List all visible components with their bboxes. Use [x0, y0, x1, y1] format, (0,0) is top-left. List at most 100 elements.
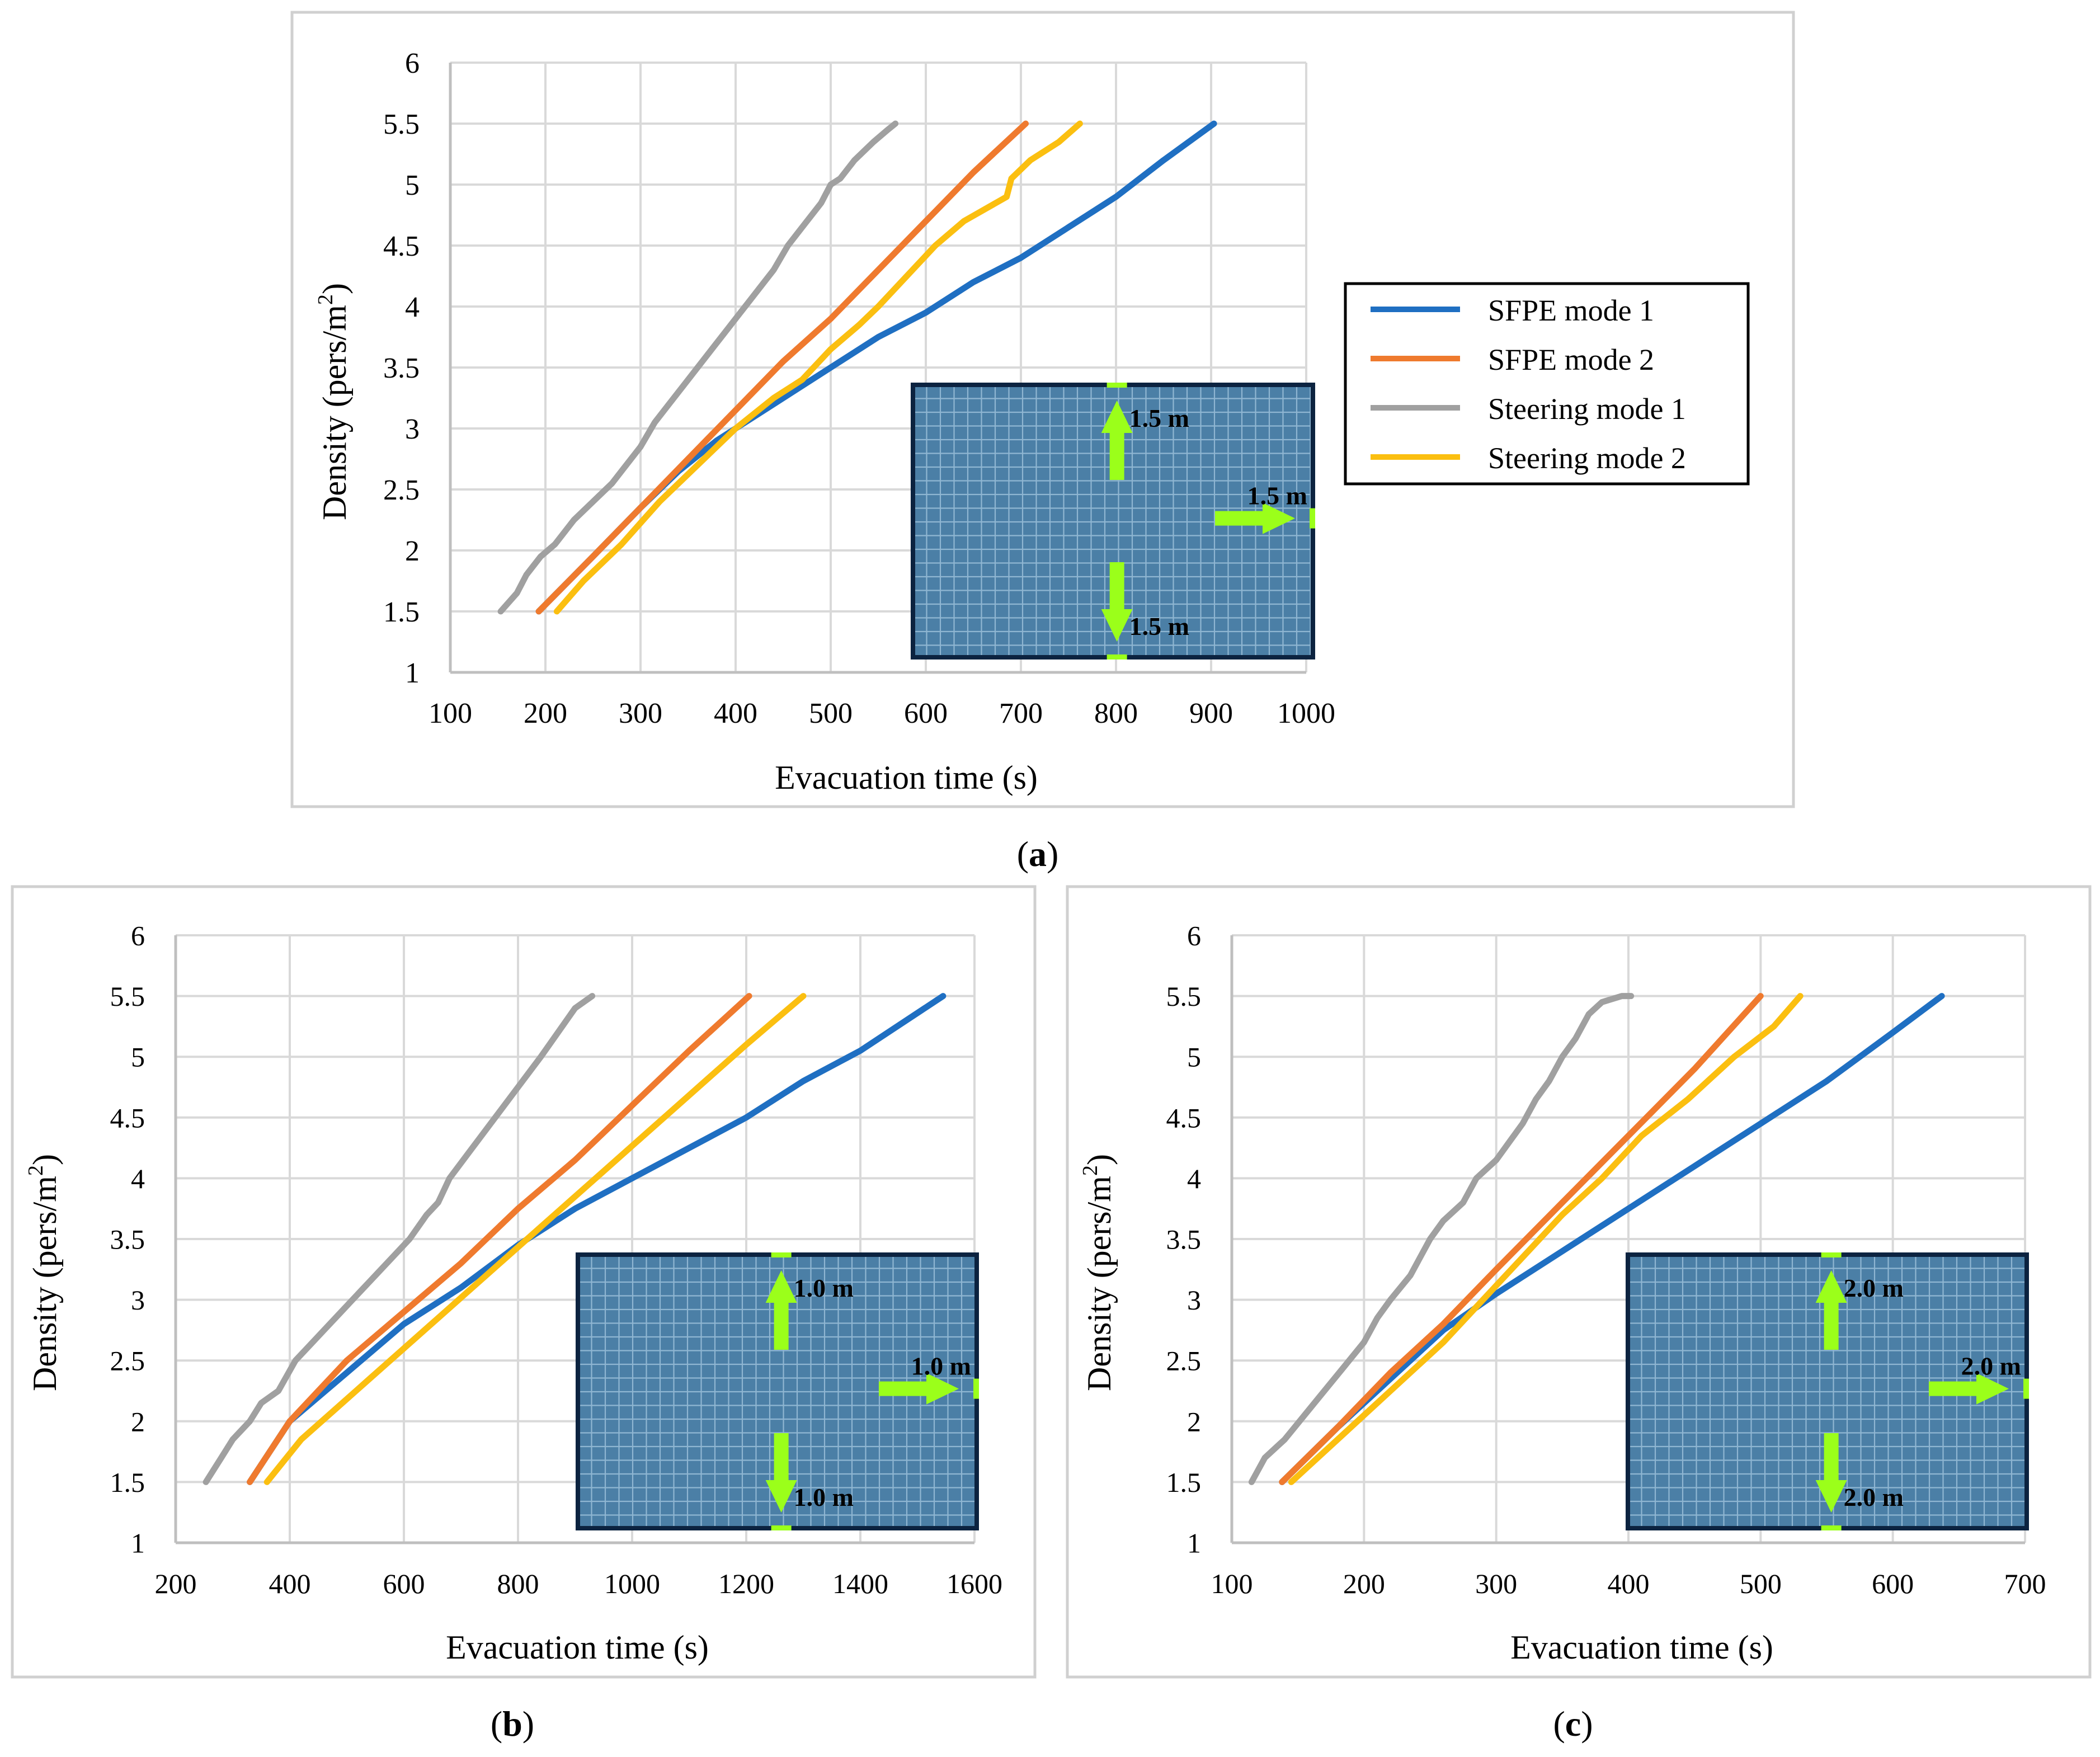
panel-c-y-tick-label: 4.5 — [1166, 1102, 1202, 1133]
panel-b-inset-label-right: 1.0 m — [911, 1352, 971, 1381]
panel-a-inset-label-right: 1.5 m — [1247, 482, 1307, 510]
panel-a-series-steering-mode-1 — [497, 120, 899, 615]
panel-c-exit-right — [2023, 1378, 2029, 1399]
panel-c-x-tick-label: 100 — [1211, 1568, 1253, 1599]
legend-label-sfpe-mode-1: SFPE mode 1 — [1488, 294, 1654, 327]
panel-a-inset-label-bottom: 1.5 m — [1129, 612, 1189, 640]
panel-c-series-steering-mode-1 — [1248, 993, 1635, 1485]
panel-c-x-tick-label: 200 — [1343, 1568, 1385, 1599]
exit-arrow-down-icon — [1815, 1433, 1847, 1513]
exit-arrow-up-icon — [765, 1270, 797, 1350]
panel-b-y-tick-label: 5.5 — [110, 981, 145, 1012]
panel-a-x-tick-label: 500 — [809, 698, 853, 729]
panel-b-x-tick-label: 600 — [383, 1568, 425, 1599]
panel-a-y-tick-label: 4 — [405, 291, 420, 323]
panel-b-y-tick-label: 3 — [131, 1284, 145, 1316]
panel-c-y-tick-label: 2 — [1187, 1406, 1201, 1437]
panel-c-series-sfpe-mode-1 — [1279, 993, 1945, 1485]
panel-c-y-tick-label: 1 — [1187, 1528, 1201, 1559]
panel-c-x-axis-label: Evacuation time (s) — [1510, 1629, 1773, 1666]
panel-c-inset-label-bottom: 2.0 m — [1844, 1483, 1904, 1511]
panel-c-inset-label-right: 2.0 m — [1961, 1352, 2021, 1381]
panel-a-series-sfpe-mode-2 — [535, 120, 1029, 615]
panel-c-y-tick-label: 3.5 — [1166, 1224, 1202, 1255]
panel-a-y-tick-label: 2.5 — [383, 474, 420, 506]
panel-b-inset-label-top: 1.0 m — [794, 1274, 854, 1302]
panel-a-x-tick-label: 1000 — [1277, 698, 1335, 729]
panel-c-room-inset: 2.0 m 2.0 m 2.0 m — [1626, 1252, 2029, 1530]
panel-c-series — [1248, 993, 1945, 1485]
panel-b-exit-top — [771, 1252, 792, 1257]
panel-b-inset-label-bottom: 1.0 m — [794, 1483, 854, 1511]
panel-b-series-sfpe-mode-1 — [247, 993, 947, 1485]
panel-a-y-tick-label: 4.5 — [383, 230, 420, 262]
panel-c-x-tick-label: 700 — [2004, 1568, 2046, 1599]
panel-b-series-steering-mode-1 — [203, 993, 596, 1485]
panel-a-x-tick-label: 300 — [619, 698, 662, 729]
panel-a-caption: (a) — [1017, 834, 1059, 874]
panel-c-exit-bottom — [1821, 1525, 1842, 1530]
panel-c-y-tick-label: 3 — [1187, 1284, 1201, 1316]
panel-c-series-sfpe-mode-2 — [1279, 993, 1764, 1485]
panel-b-exit-bottom — [771, 1525, 792, 1530]
panel-b-x-axis-label: Evacuation time (s) — [446, 1629, 709, 1666]
legend-label-steering-mode-1: Steering mode 1 — [1488, 392, 1686, 426]
panel-b-room-inset: 1.0 m 1.0 m 1.0 m — [576, 1252, 979, 1530]
legend: SFPE mode 1 SFPE mode 2 Steering mode 1 … — [1344, 282, 1750, 486]
panel-c-series-steering-mode-2 — [1288, 993, 1804, 1485]
panel-c-y-tick-label: 5 — [1187, 1042, 1201, 1073]
panel-b-y-tick-label: 1.5 — [110, 1467, 145, 1498]
panel-a: 100 200 300 400 500 600 700 800 900 1000 1 1.5 2 2.5 3… — [290, 11, 1795, 808]
exit-arrow-down-icon — [765, 1433, 797, 1513]
exit-arrow-right-icon — [879, 1373, 959, 1405]
legend-frame — [1344, 282, 1750, 486]
panel-a-exit-bottom — [1106, 654, 1127, 660]
panel-a-y-tick-label: 1 — [405, 657, 420, 689]
panel-b-y-tick-label: 6 — [131, 920, 145, 951]
panel-b-series-steering-mode-2 — [263, 993, 807, 1485]
panel-a-x-axis-label: Evacuation time (s) — [775, 759, 1038, 796]
panel-c-exit-top — [1821, 1252, 1842, 1257]
panel-a-y-tick-label: 3.5 — [383, 352, 420, 384]
panel-b-y-tick-label: 4 — [131, 1163, 145, 1194]
panel-b-x-tick-label: 1400 — [832, 1568, 888, 1599]
panel-b-y-tick-label: 3.5 — [110, 1224, 145, 1255]
panel-c-y-tick-label: 5.5 — [1166, 981, 1202, 1012]
panel-b-series — [203, 993, 947, 1485]
panel-a-room-inset: 1.5 m 1.5 m 1.5 m — [911, 383, 1315, 660]
panel-b-y-tick-label: 2 — [131, 1406, 145, 1437]
panel-a-exit-right — [1310, 508, 1315, 529]
exit-arrow-up-icon — [1101, 401, 1133, 480]
panel-a-y-tick-label: 2 — [405, 535, 420, 567]
panel-a-inset-label-top: 1.5 m — [1129, 404, 1189, 432]
panel-c-x-tick-label: 500 — [1740, 1568, 1782, 1599]
panel-a-series-steering-mode-2 — [553, 120, 1083, 615]
panel-c-inset-label-top: 2.0 m — [1844, 1274, 1904, 1302]
panel-c-y-tick-label: 4 — [1187, 1163, 1201, 1194]
panel-c-y-axis-label: Density (pers/m2) — [1079, 1154, 1118, 1391]
panel-b-x-tick-label: 200 — [155, 1568, 197, 1599]
panel-c-caption: (c) — [1553, 1704, 1593, 1744]
panel-a-y-tick-label: 5.5 — [383, 109, 420, 140]
panel-a-x-tick-label: 400 — [714, 698, 757, 729]
panel-c-y-tick-label: 6 — [1187, 920, 1201, 951]
panel-b-caption: (b) — [491, 1704, 534, 1744]
panel-c-y-tick-label: 1.5 — [1166, 1467, 1202, 1498]
panel-b-series-sfpe-mode-2 — [247, 993, 752, 1485]
panel-b-y-axis-label: Density (pers/m2) — [24, 1154, 63, 1391]
panel-a-x-tick-label: 200 — [524, 698, 567, 729]
panel-c-x-tick-label: 600 — [1872, 1568, 1914, 1599]
panel-c: 100 200 300 400 500 600 700 1 1.5 2 2.5 3 3.5 4 4.5 5 5.… — [1066, 885, 2092, 1679]
panel-a-ticks: 100 200 300 400 500 600 700 800 900 1000 1 1.5 2 2.5 3… — [383, 48, 1335, 729]
panel-c-x-tick-label: 400 — [1608, 1568, 1650, 1599]
panel-a-y-tick-label: 1.5 — [383, 596, 420, 628]
panel-b-ticks: 200 400 600 800 1000 1200 1400 1600 1 1.5 2 2.5 3 3.5… — [110, 920, 1003, 1600]
legend-label-sfpe-mode-2: SFPE mode 2 — [1488, 343, 1654, 376]
panel-a-x-tick-label: 900 — [1189, 698, 1233, 729]
panel-b-x-tick-label: 800 — [497, 1568, 539, 1599]
panel-a-x-tick-label: 100 — [429, 698, 472, 729]
panel-a-y-tick-label: 3 — [405, 413, 420, 445]
panel-a-y-axis-label: Density (pers/m2) — [314, 283, 353, 520]
panel-c-grid — [1230, 934, 2026, 1544]
